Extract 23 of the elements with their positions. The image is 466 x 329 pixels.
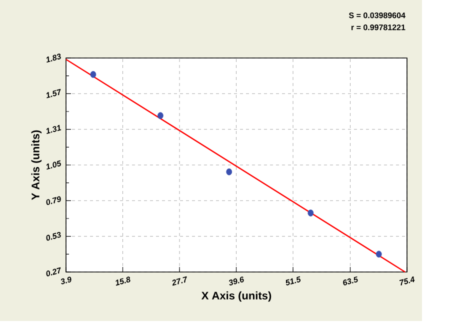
- x-tick-label: 15.8: [116, 276, 130, 286]
- y-tick-label: 0.27: [46, 267, 61, 276]
- x-tick-label: 39.6: [229, 276, 244, 286]
- y-axis-title: Y Axis (units): [31, 130, 42, 200]
- text: r = 0.99781221: [352, 24, 406, 30]
- x-tick-label: 63.5: [343, 276, 358, 286]
- x-tick-label: 75.4: [399, 276, 415, 286]
- x-axis-title: X Axis (units): [201, 291, 272, 302]
- y-tick-label: 0.79: [46, 196, 61, 205]
- y-tick-label: 1.05: [46, 160, 61, 170]
- x-tick-label: 3.9: [60, 276, 72, 284]
- text: S = 0.03989604: [348, 12, 406, 18]
- point: [158, 112, 164, 120]
- point: [226, 168, 232, 176]
- y-tick-label: 1.83: [46, 54, 61, 63]
- y-tick-label: 1.31: [46, 124, 62, 134]
- y-tick-label: 0.53: [46, 232, 61, 241]
- point: [376, 250, 382, 258]
- x-tick-label: 51.5: [286, 276, 301, 286]
- x-tick-label: 27.7: [172, 276, 187, 286]
- y-tick-label: 1.57: [46, 88, 61, 98]
- point: [90, 71, 96, 78]
- point: [308, 210, 314, 216]
